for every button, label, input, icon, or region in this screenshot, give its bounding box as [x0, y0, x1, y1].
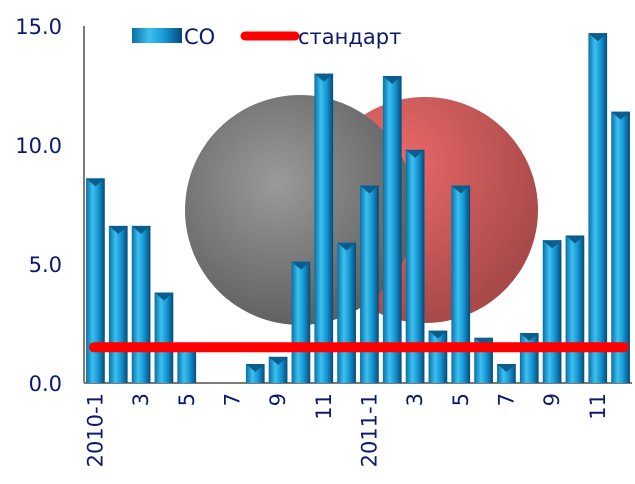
x-axis-ticks: 2010-1 3 5 7 9 11 2011-1 3 5 7 9 11 [83, 393, 609, 467]
co-bar-body [405, 149, 425, 383]
co-bar [382, 75, 402, 383]
x-tick-label: 3 [403, 393, 427, 406]
co-bar-cap [154, 292, 174, 301]
co-bar-cap [268, 356, 288, 365]
co-bar-cap [405, 149, 425, 158]
co-bar-cap [382, 75, 402, 84]
co-bar [314, 73, 334, 383]
y-tick-label: 5.0 [29, 253, 62, 277]
co-bar [245, 363, 265, 383]
x-tick-label: 7 [220, 393, 244, 406]
co-bar-cap [497, 363, 516, 372]
co-bar-body [588, 33, 608, 383]
co-bar-cap [519, 333, 539, 342]
co-bar-cap [611, 111, 630, 120]
co-bar-body [154, 292, 174, 383]
co-bar [519, 333, 539, 383]
co-bar-cap [565, 235, 585, 244]
legend-standard-label: стандарт [298, 25, 401, 49]
co-bar [428, 330, 448, 383]
co-bar-body [245, 363, 265, 383]
co-bar-cap [542, 240, 562, 249]
x-tick-label: 7 [494, 393, 518, 406]
co-bar-cap [108, 225, 128, 234]
x-tick-label: 5 [449, 393, 473, 406]
x-tick-label: 11 [312, 393, 336, 420]
co-bar-cap [314, 73, 334, 82]
co-bar-body [268, 356, 288, 383]
co-bar [565, 235, 585, 383]
co-bar-cap [588, 33, 608, 42]
x-tick-label: 11 [586, 393, 610, 420]
co-bar [542, 240, 562, 383]
gray-sphere [185, 95, 415, 325]
co-bar [588, 33, 608, 383]
co-bar-body [86, 178, 105, 383]
co-bar-cap [291, 261, 311, 270]
x-tick-label: 9 [540, 393, 564, 406]
y-tick-label: 0.0 [29, 372, 62, 396]
co-bar-cap [451, 185, 471, 194]
co-bar [405, 149, 425, 383]
y-axis-ticks: 0.0 5.0 10.0 15.0 [15, 15, 62, 396]
co-bar-body [314, 73, 334, 383]
co-bar-body [565, 235, 585, 383]
co-bar-body [131, 225, 151, 383]
co-bar [611, 111, 630, 384]
co-bar-body [291, 261, 311, 383]
x-tick-label: 9 [266, 393, 290, 406]
legend-co-label: CO [184, 25, 215, 49]
legend: CO стандарт [132, 25, 401, 49]
co-bar [451, 185, 471, 383]
co-bar-body [108, 225, 128, 383]
co-bar-body [337, 242, 356, 383]
x-tick-label: 2010-1 [83, 393, 107, 467]
co-bar [268, 356, 288, 383]
co-bar-cap [428, 330, 448, 339]
co-bar-cap [337, 242, 356, 251]
co-bar [86, 178, 105, 383]
co-bar-body [611, 111, 630, 384]
co-bar-body [360, 185, 379, 383]
co-bar-cap [86, 178, 105, 187]
co-bar-cap [131, 225, 151, 234]
x-tick-label: 2011-1 [357, 393, 381, 467]
y-tick-label: 15.0 [15, 15, 62, 39]
co-bar-cap [474, 337, 493, 346]
co-bar [497, 363, 516, 383]
co-bar [154, 292, 174, 383]
x-tick-label: 5 [175, 393, 199, 406]
co-bar-cap [360, 185, 379, 194]
co-bar [337, 242, 356, 383]
co-bar [291, 261, 311, 383]
co-bar [131, 225, 151, 383]
co-bar-cap [245, 363, 265, 372]
co-bar [108, 225, 128, 383]
legend-co-swatch [132, 28, 182, 43]
co-bar-body [177, 342, 197, 383]
co-bar [360, 185, 379, 383]
co-bar-body [451, 185, 471, 383]
y-tick-label: 10.0 [15, 134, 62, 158]
x-tick-label: 3 [129, 393, 153, 406]
co-bar-body [542, 240, 562, 383]
co-bar-body [382, 75, 402, 383]
co-bar-body [497, 363, 516, 383]
